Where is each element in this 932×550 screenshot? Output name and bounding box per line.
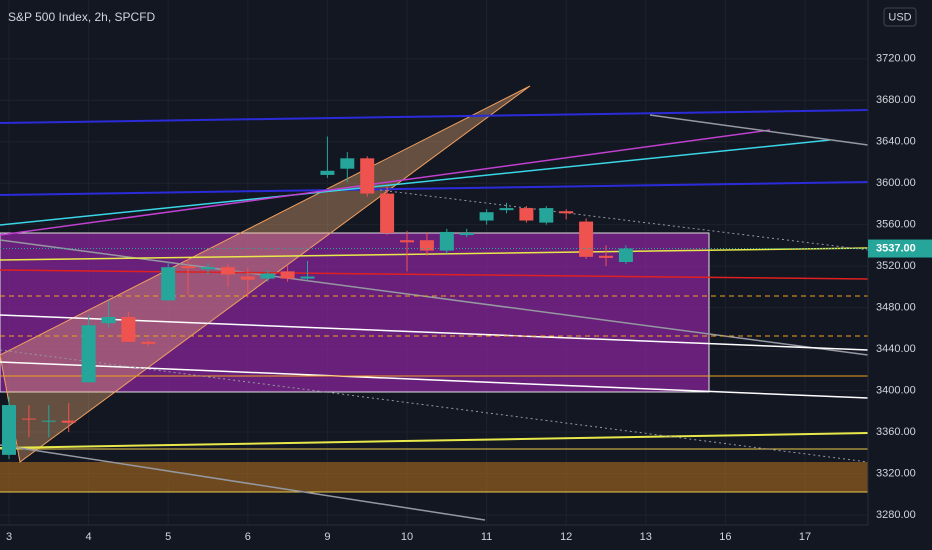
- candle-body: [559, 211, 574, 214]
- x-tick-label: 6: [245, 531, 251, 543]
- candle-body: [240, 276, 255, 280]
- trend-line: [0, 181, 869, 196]
- x-tick-label: 17: [799, 531, 811, 543]
- candle-body: [519, 208, 534, 221]
- y-tick-label: 3360.00: [876, 426, 916, 438]
- trend-line: [0, 349, 869, 463]
- trend-line: [379, 189, 869, 251]
- chart-title: S&P 500 Index, 2h, SPCFD: [8, 10, 156, 24]
- x-tick-label: 9: [324, 531, 330, 543]
- last-price-label: 3537.00: [876, 242, 916, 254]
- candles: [0, 136, 868, 460]
- y-tick-label: 3440.00: [876, 343, 916, 355]
- candle-body: [360, 158, 375, 194]
- y-tick-label: 3600.00: [876, 177, 916, 189]
- trend-line: [649, 114, 869, 146]
- y-tick-label: 3560.00: [876, 219, 916, 231]
- candle-body: [539, 208, 554, 223]
- x-tick-label: 16: [719, 531, 731, 543]
- candle-body: [320, 170, 335, 175]
- currency-label[interactable]: USD: [888, 11, 911, 23]
- candle-body: [2, 405, 16, 455]
- trend-line: [0, 109, 869, 124]
- candle-body: [220, 267, 235, 275]
- candle-body: [21, 418, 36, 420]
- y-tick-label: 3640.00: [876, 136, 916, 148]
- x-tick-label: 3: [6, 531, 12, 543]
- candle-body: [579, 221, 594, 257]
- y-tick-label: 3280.00: [876, 509, 916, 521]
- y-tick-label: 3480.00: [876, 302, 916, 314]
- candle-body: [141, 341, 156, 344]
- candle-body: [380, 193, 395, 233]
- y-tick-label: 3400.00: [876, 384, 916, 396]
- time-axis: [0, 525, 868, 550]
- candle-body: [161, 267, 176, 301]
- candle-body: [618, 248, 633, 263]
- y-tick-label: 3720.00: [876, 53, 916, 65]
- axes: 3280.00 3320.00 3360.00 3400.00 3440.00 3480.…: [6, 53, 932, 543]
- trend-line: [0, 432, 869, 449]
- x-tick-label: 12: [560, 531, 572, 543]
- trend-line: [0, 129, 771, 236]
- trend-line: [0, 444, 486, 521]
- price-axis: [868, 0, 932, 550]
- candle-body: [599, 255, 613, 258]
- y-tick-label: 3520.00: [876, 260, 916, 272]
- candle-body: [300, 276, 315, 279]
- zone-box: [0, 462, 868, 492]
- candle-body: [101, 316, 116, 324]
- trend-line: [0, 269, 869, 280]
- candle-body: [499, 208, 514, 211]
- last-price-tag: [868, 239, 932, 258]
- candle-body: [260, 273, 275, 279]
- candle-body: [81, 325, 96, 383]
- x-tick-label: 13: [640, 531, 652, 543]
- candle-body: [439, 231, 454, 251]
- candle-body: [400, 240, 414, 243]
- candle-body: [181, 266, 196, 269]
- candle-body: [419, 240, 434, 251]
- x-tick-label: 4: [86, 531, 92, 543]
- candle-body: [280, 271, 295, 279]
- range-box: [0, 232, 710, 393]
- candle-body: [41, 420, 56, 422]
- x-tick-label: 5: [165, 531, 171, 543]
- candle-body: [121, 316, 136, 342]
- trend-line: [0, 314, 869, 351]
- candle-body: [479, 212, 494, 221]
- y-tick-label: 3320.00: [876, 467, 916, 479]
- currency-button[interactable]: [883, 7, 917, 27]
- candle-body: [201, 267, 215, 270]
- candle-body: [61, 420, 76, 423]
- trend-line: [0, 139, 831, 226]
- x-tick-label: 11: [481, 531, 492, 543]
- trend-line: [0, 361, 869, 399]
- drawings: [0, 85, 869, 521]
- y-tick-label: 3680.00: [876, 94, 916, 106]
- trend-line: [0, 247, 869, 261]
- candle-body: [340, 158, 355, 169]
- candle-body: [459, 232, 474, 236]
- x-tick-label: 10: [401, 531, 413, 543]
